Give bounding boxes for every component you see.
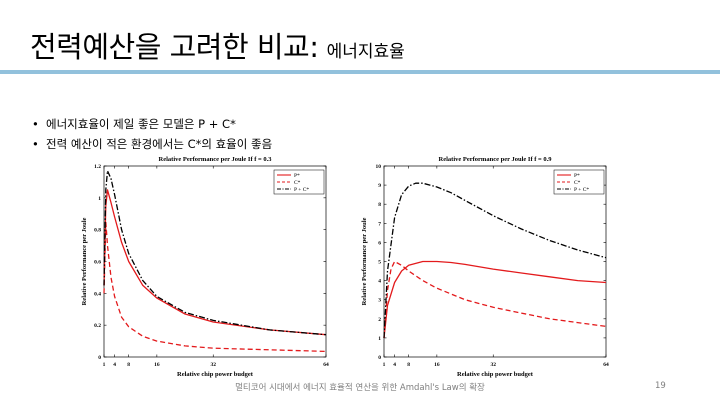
x-axis-label: Relative chip power budget — [177, 371, 254, 378]
y-tick-label: 0.4 — [94, 291, 101, 297]
bullet-list: • 에너지효율이 제일 좋은 모델은 P + C* • 전력 예산이 적은 환경에서… — [32, 114, 272, 154]
y-tick-label: 6 — [378, 240, 381, 246]
x-tick-label: 8 — [127, 362, 130, 368]
y-tick-label: 9 — [378, 183, 381, 189]
series-line-c — [103, 221, 327, 353]
bullet-text: 전력 예산이 적은 환경에서는 C*의 효율이 좋음 — [46, 137, 273, 151]
y-tick-label: 0.2 — [94, 323, 101, 329]
x-tick-label: 1 — [383, 362, 386, 368]
legend-label: C* — [574, 180, 581, 186]
y-axis-label: Relative Performance per Joule — [361, 217, 368, 305]
slide-footer: 멀티코어 시대에서 에너지 효율적 연산을 위한 Amdahl's Law의 확… — [235, 383, 485, 393]
x-tick-label: 8 — [407, 362, 410, 368]
legend-label: P + C* — [294, 187, 309, 193]
series-line-p — [103, 189, 327, 336]
legend-label: P* — [294, 173, 300, 179]
y-tick-label: 1 — [378, 336, 381, 342]
y-axis-label: Relative Performance per Joule — [81, 217, 88, 305]
bullet-dot: • — [32, 137, 39, 151]
y-tick-label: 7 — [378, 221, 381, 227]
series-line-pc-combo — [383, 182, 607, 338]
series-line-pc-combo — [103, 170, 327, 336]
plot-frame — [103, 165, 327, 358]
x-tick-label: 64 — [603, 362, 609, 368]
y-tick-label: 3 — [378, 298, 381, 304]
y-tick-label: 1.2 — [94, 164, 101, 170]
chart-title: Relative Performance per Joule If f = 0.… — [159, 156, 273, 163]
legend-label: P + C* — [574, 187, 589, 193]
x-axis-label: Relative chip power budget — [457, 371, 534, 378]
x-tick-label: 4 — [113, 362, 116, 368]
bullet-item: • 전력 예산이 적은 환경에서는 C*의 효율이 좋음 — [32, 134, 272, 154]
y-tick-label: 4 — [378, 279, 381, 285]
chart-left: Relative Performance per Joule If f = 0.… — [78, 150, 354, 386]
y-tick-label: 10 — [376, 164, 382, 170]
chart-left-svg: Relative Performance per Joule If f = 0.… — [81, 156, 329, 378]
y-tick-label: 0.8 — [94, 228, 101, 234]
legend-label: P* — [574, 173, 580, 179]
y-tick-label: 8 — [378, 202, 381, 208]
bullet-dot: • — [32, 117, 39, 131]
chart-right-svg: Relative Performance per Joule If f = 0.… — [361, 156, 609, 378]
x-tick-label: 16 — [434, 362, 440, 368]
y-tick-label: 0 — [98, 355, 101, 361]
series-line-c — [383, 260, 607, 338]
x-tick-label: 64 — [323, 362, 329, 368]
chart-right: Relative Performance per Joule If f = 0.… — [358, 150, 634, 386]
slide-title-sub: 에너지효율 — [326, 42, 405, 62]
y-tick-label: 0 — [378, 355, 381, 361]
slide-title: 전력예산을 고려한 비교: 에너지효율 — [30, 24, 405, 66]
y-tick-label: 2 — [378, 317, 381, 323]
slide-title-main: 전력예산을 고려한 비교: — [30, 30, 319, 64]
y-tick-label: 1 — [98, 196, 101, 202]
page-number: 19 — [655, 381, 666, 391]
bullet-text: 에너지효율이 제일 좋은 모델은 P + C* — [46, 117, 236, 131]
x-tick-label: 16 — [154, 362, 160, 368]
x-tick-label: 4 — [393, 362, 396, 368]
x-tick-label: 1 — [103, 362, 106, 368]
bullet-item: • 에너지효율이 제일 좋은 모델은 P + C* — [32, 114, 272, 134]
chart-title: Relative Performance per Joule If f = 0.… — [439, 156, 553, 163]
y-tick-label: 5 — [378, 260, 381, 266]
title-rule — [0, 70, 720, 74]
x-tick-label: 32 — [210, 362, 216, 368]
legend-label: C* — [294, 180, 301, 186]
series-line-p — [383, 260, 607, 338]
x-tick-label: 32 — [490, 362, 496, 368]
plot-frame — [383, 165, 607, 358]
y-tick-label: 0.6 — [94, 260, 101, 266]
